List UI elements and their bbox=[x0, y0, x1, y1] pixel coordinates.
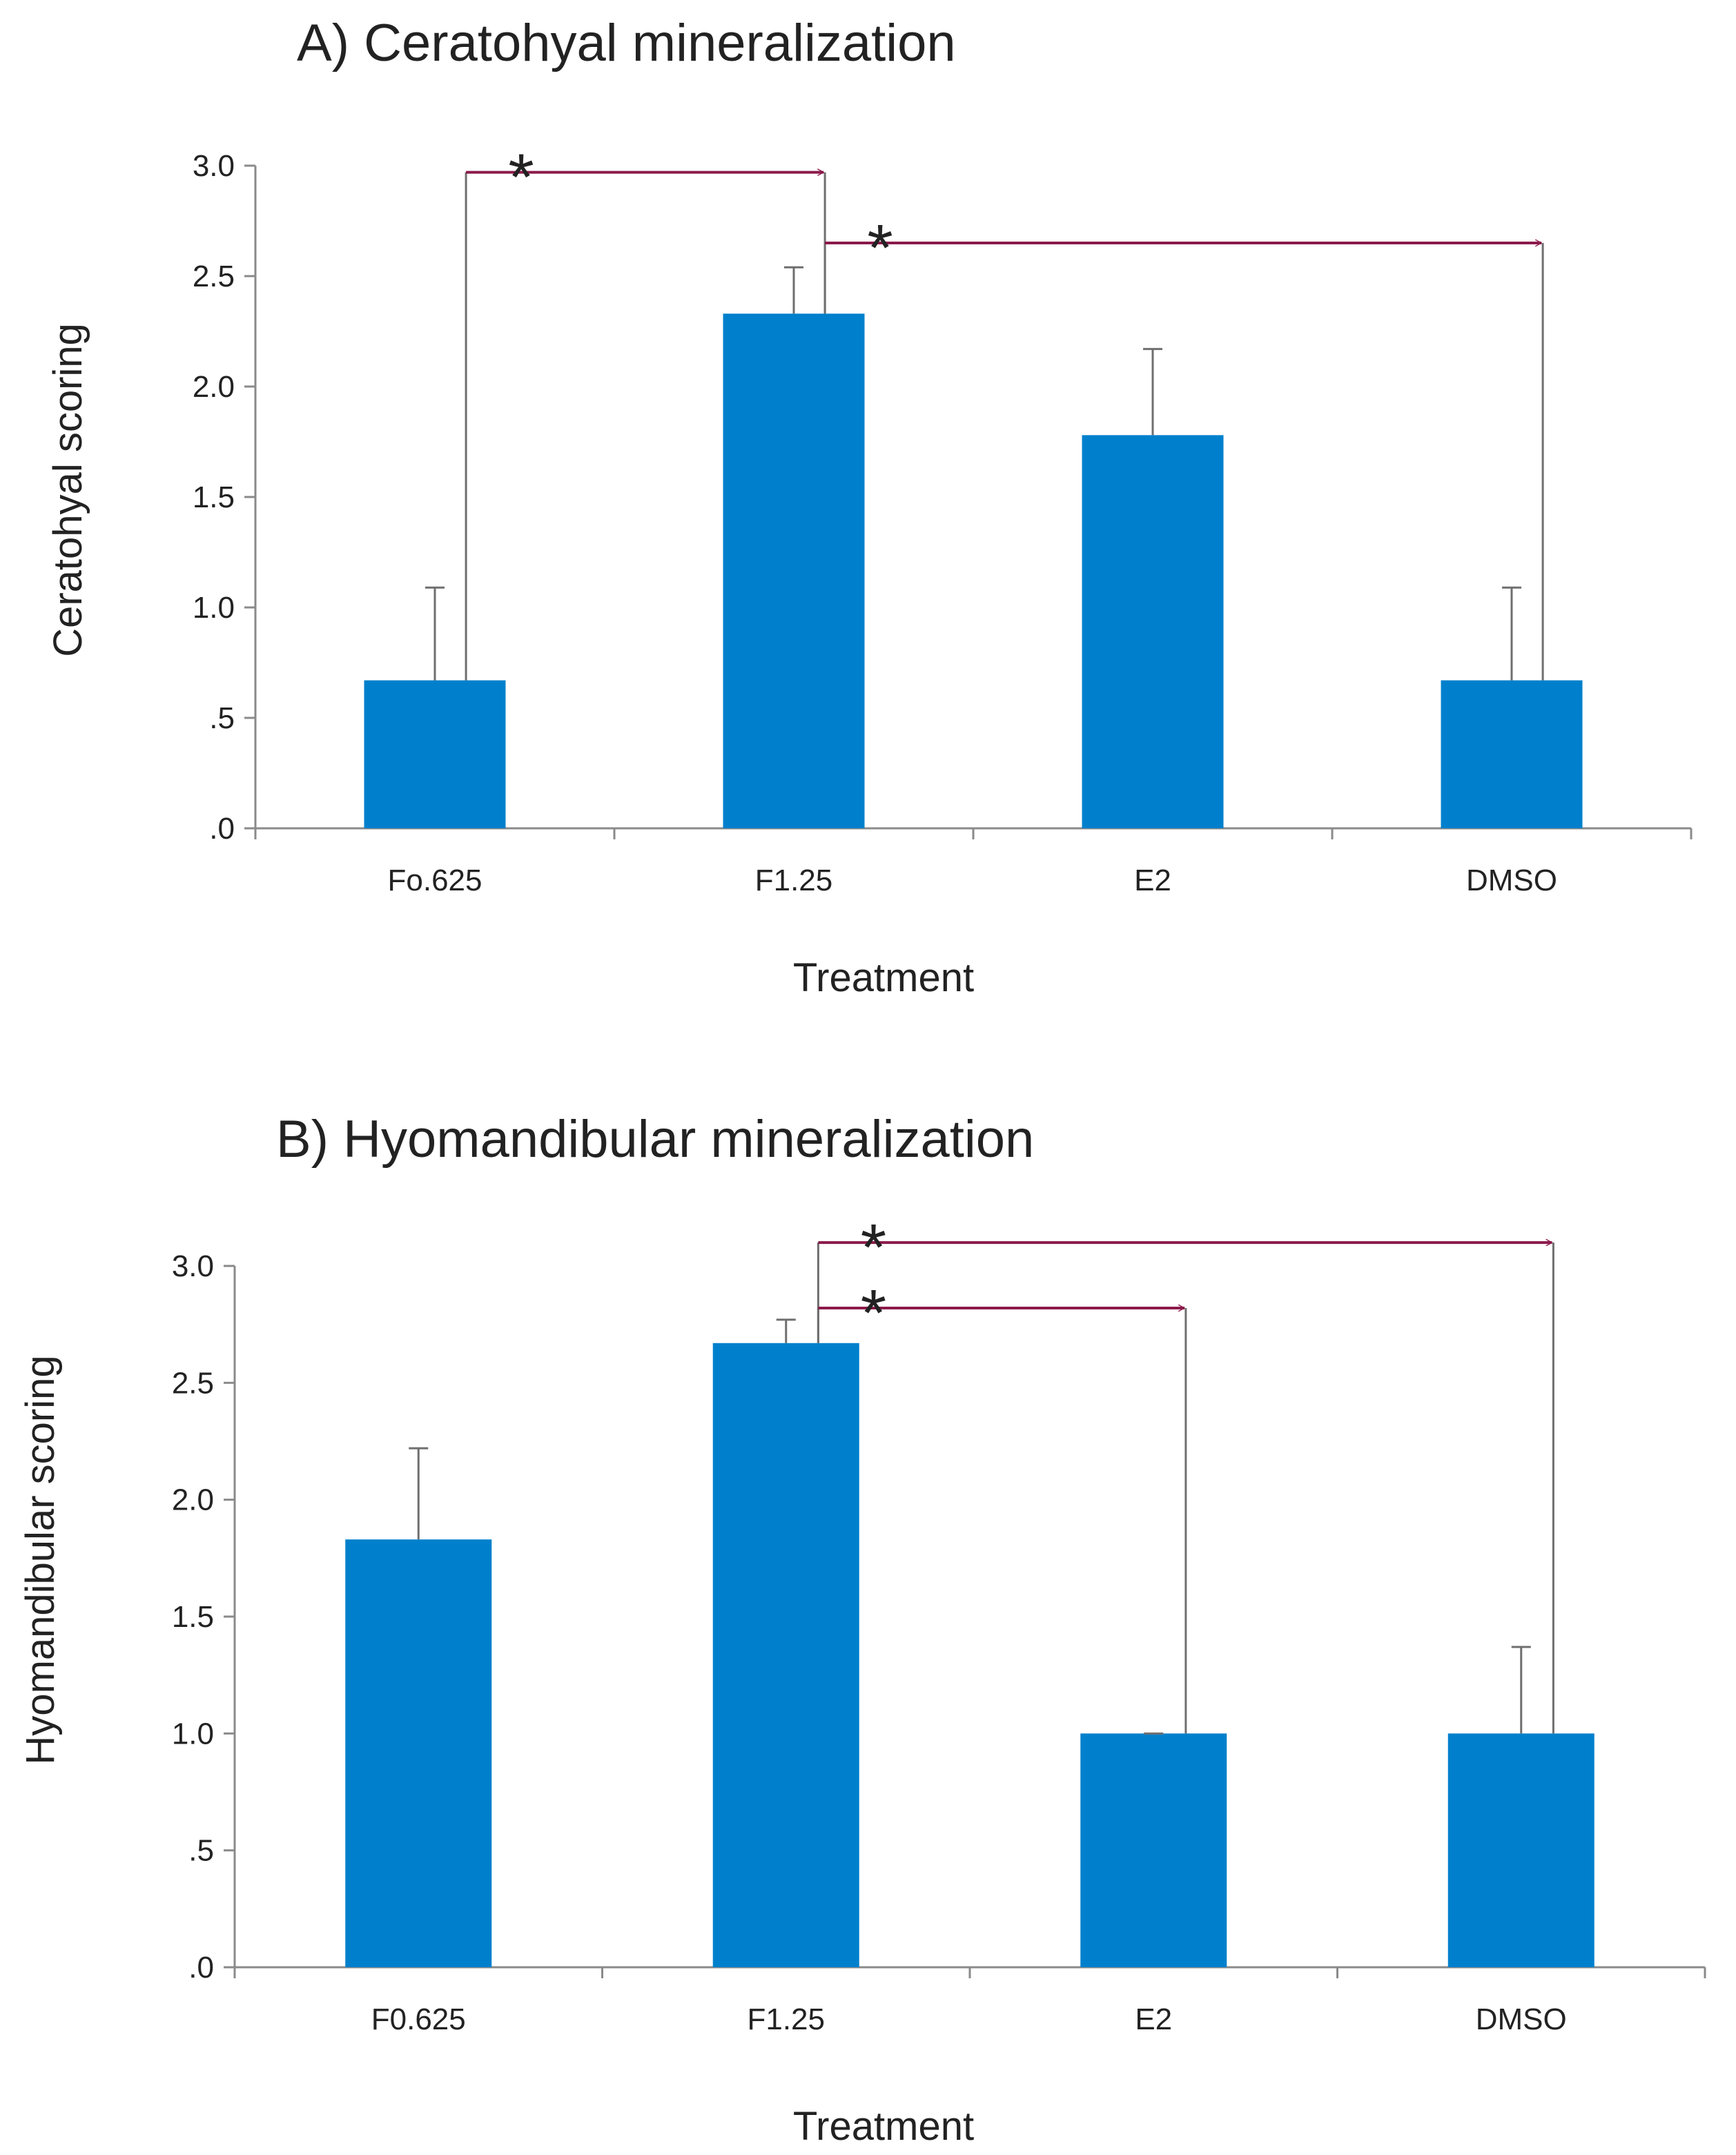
y-tick-label: .0 bbox=[188, 1951, 214, 1985]
chart-title: B) Hyomandibular mineralization bbox=[276, 1110, 1034, 1169]
chart-title: A) Ceratohyal mineralization bbox=[297, 14, 956, 72]
significance-star: * bbox=[867, 211, 893, 285]
y-tick-label: .5 bbox=[188, 1834, 214, 1868]
significance-star: * bbox=[861, 1276, 886, 1350]
x-tick-label: DMSO bbox=[1476, 2002, 1567, 2036]
x-tick-label: F1.25 bbox=[747, 2002, 825, 2036]
bar-F0.625 bbox=[345, 1539, 492, 1967]
bar-DMSO bbox=[1447, 1733, 1594, 1967]
significance-star: * bbox=[861, 1211, 886, 1285]
bar-E2 bbox=[1080, 1733, 1227, 1967]
x-axis-label: Treatment bbox=[793, 955, 974, 1000]
y-tick-label: 2.0 bbox=[172, 1483, 214, 1517]
panel-b-hyomandibular: B) Hyomandibular mineralization Hyomandi… bbox=[18, 1110, 1706, 2149]
y-tick-label: 2.0 bbox=[193, 370, 235, 404]
y-tick-label: 3.0 bbox=[172, 1249, 214, 1283]
x-axis-label: Treatment bbox=[793, 2104, 974, 2149]
bar-F1.25 bbox=[723, 313, 865, 828]
y-tick-label: 3.0 bbox=[193, 149, 235, 183]
y-tick-label: 1.5 bbox=[193, 480, 235, 514]
panel-a-ceratohyal: A) Ceratohyal mineralization Ceratohyal … bbox=[46, 14, 1693, 1000]
y-tick-label: 2.5 bbox=[172, 1366, 214, 1400]
x-tick-label: DMSO bbox=[1466, 864, 1557, 897]
bar-Fo.625 bbox=[364, 680, 506, 828]
y-tick-label: 2.5 bbox=[193, 260, 235, 293]
x-tick-label: Fo.625 bbox=[388, 864, 482, 897]
bar-E2 bbox=[1082, 435, 1224, 828]
y-tick-label: .5 bbox=[209, 701, 235, 735]
x-tick-label: E2 bbox=[1135, 2002, 1172, 2036]
y-tick-label: 1.5 bbox=[172, 1600, 214, 1634]
bar-DMSO bbox=[1441, 680, 1583, 828]
y-tick-label: 1.0 bbox=[193, 591, 235, 625]
y-tick-label: .0 bbox=[209, 812, 235, 846]
y-tick-label: 1.0 bbox=[172, 1717, 214, 1751]
bar-F1.25 bbox=[712, 1343, 859, 1967]
x-tick-label: E2 bbox=[1134, 864, 1171, 897]
y-axis-label: Ceratohyal scoring bbox=[46, 323, 90, 657]
y-axis-label: Hyomandibular scoring bbox=[18, 1355, 63, 1764]
x-tick-label: F1.25 bbox=[755, 864, 833, 897]
significance-star: * bbox=[508, 141, 534, 215]
x-tick-label: F0.625 bbox=[371, 2002, 466, 2036]
